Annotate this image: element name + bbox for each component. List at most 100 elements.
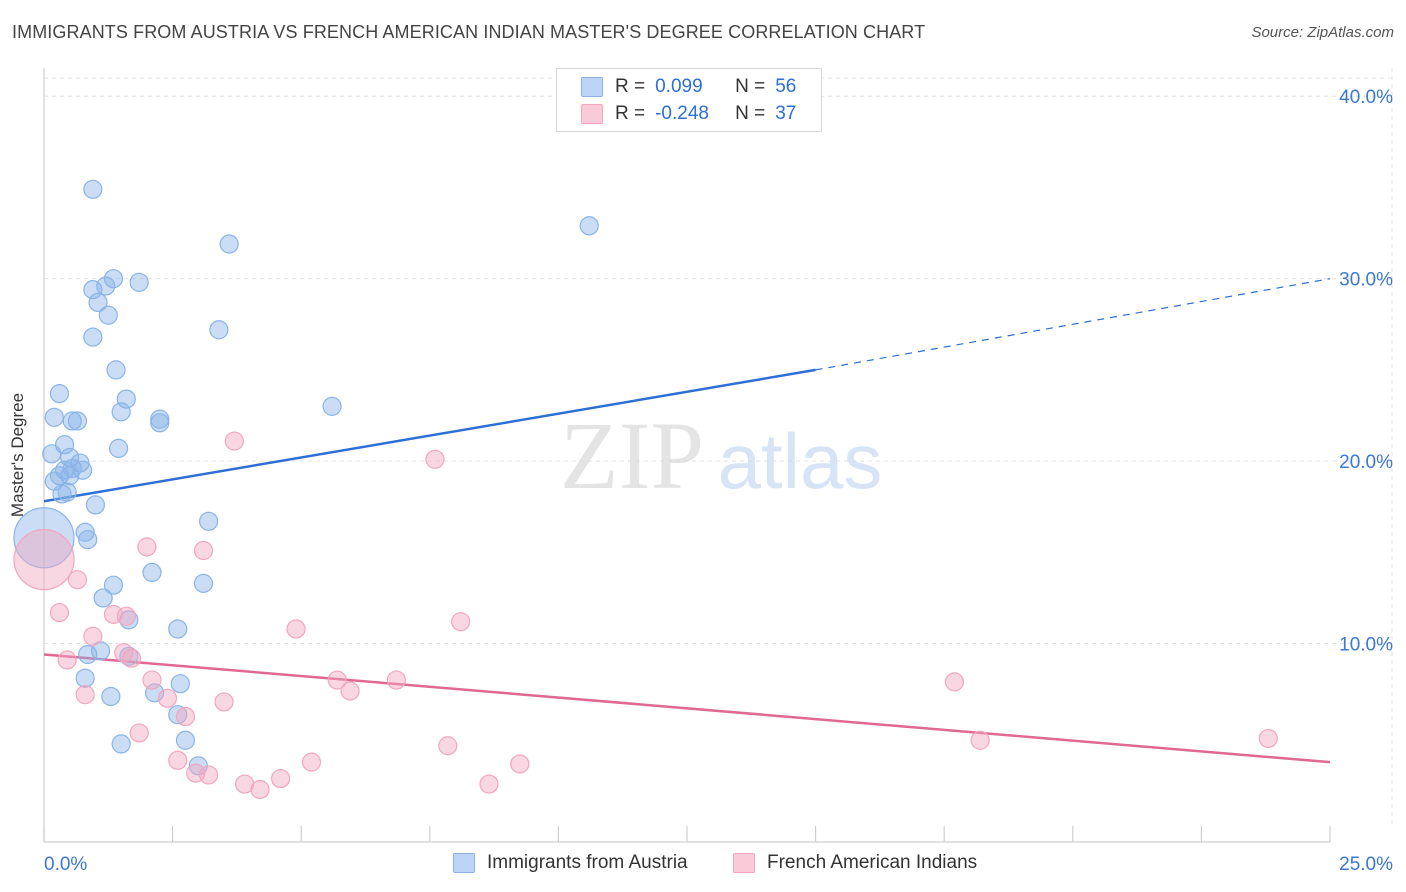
legend-r-value: -0.248 bbox=[655, 103, 709, 124]
point-austria bbox=[44, 407, 64, 427]
legend-swatch-french-american-indian bbox=[581, 104, 603, 124]
legend-row-austria: R = 0.099 N = 56 bbox=[581, 75, 796, 99]
point-french-american-indian bbox=[157, 688, 178, 708]
bottom-legend-swatch-austria bbox=[453, 853, 475, 873]
point-austria bbox=[193, 573, 214, 593]
point-french-american-indian bbox=[250, 779, 270, 800]
point-french-american-indian bbox=[224, 431, 244, 451]
watermark-atlas: atlas bbox=[718, 417, 883, 505]
point-french-american-indian bbox=[142, 670, 162, 690]
point-austria bbox=[13, 507, 75, 569]
point-french-american-indian bbox=[175, 706, 196, 727]
point-french-american-indian bbox=[386, 670, 406, 690]
point-austria bbox=[78, 644, 98, 665]
point-austria bbox=[142, 562, 162, 583]
point-austria bbox=[209, 320, 229, 340]
point-french-american-indian bbox=[214, 692, 234, 712]
watermark: ZIP atlas bbox=[560, 402, 882, 509]
legend-r-label: R = bbox=[615, 103, 646, 124]
legend-n-value: 56 bbox=[775, 76, 797, 97]
bottom-legend-austria: Immigrants from Austria bbox=[453, 852, 688, 874]
point-french-american-indian bbox=[121, 648, 142, 668]
point-french-american-indian bbox=[1258, 728, 1278, 749]
point-austria bbox=[83, 327, 103, 347]
x-tick-label-min: 0.0% bbox=[44, 854, 87, 875]
point-french-american-indian bbox=[944, 672, 965, 692]
chart-source: Source: ZipAtlas.com bbox=[1251, 24, 1394, 41]
point-french-american-indian bbox=[57, 650, 77, 670]
point-austria bbox=[62, 411, 82, 431]
point-french-american-indian bbox=[451, 612, 471, 632]
point-french-american-indian bbox=[340, 681, 360, 701]
point-austria bbox=[108, 438, 129, 458]
bottom-legend-label-french-american-indian: French American Indians bbox=[767, 852, 978, 873]
point-french-american-indian bbox=[67, 570, 88, 590]
data-points bbox=[13, 179, 1278, 800]
point-austria bbox=[116, 389, 136, 409]
y-tick-label: 30.0% bbox=[1339, 270, 1393, 291]
legend-row-french-american-indian: R = -0.248 N = 37 bbox=[581, 102, 796, 126]
legend-r-value: 0.099 bbox=[655, 76, 703, 97]
watermark-zip: ZIP bbox=[560, 402, 704, 509]
point-french-american-indian bbox=[271, 768, 291, 789]
point-french-american-indian bbox=[510, 754, 530, 774]
point-austria bbox=[67, 411, 88, 431]
point-french-american-indian bbox=[193, 540, 214, 561]
legend-n-label: N = bbox=[735, 103, 766, 124]
point-french-american-indian bbox=[103, 604, 124, 624]
legend-n-label: N = bbox=[735, 76, 766, 97]
point-austria bbox=[168, 619, 188, 639]
point-french-american-indian bbox=[13, 529, 75, 591]
trend-lines bbox=[43, 278, 1331, 764]
point-austria bbox=[106, 360, 126, 380]
point-austria bbox=[98, 305, 118, 325]
point-french-american-indian bbox=[75, 685, 95, 705]
point-austria bbox=[579, 216, 599, 236]
point-austria bbox=[93, 588, 113, 608]
axes bbox=[43, 68, 1331, 843]
point-austria bbox=[103, 269, 124, 289]
point-austria bbox=[83, 179, 103, 199]
trend-line-french-american-indian bbox=[43, 653, 1331, 764]
legend-n-value: 37 bbox=[775, 103, 797, 124]
point-austria bbox=[101, 686, 121, 707]
bottom-legend-french-american-indian: French American Indians bbox=[733, 852, 977, 874]
correlation-legend: R = 0.099 N = 56 R = -0.248 N = 37 bbox=[556, 68, 822, 132]
trend-line-austria bbox=[43, 368, 816, 503]
point-french-american-indian bbox=[479, 774, 499, 794]
point-austria bbox=[322, 396, 342, 416]
point-french-american-indian bbox=[438, 736, 458, 756]
point-french-american-indian bbox=[168, 750, 188, 770]
y-tick-label: 10.0% bbox=[1339, 635, 1393, 656]
point-french-american-indian bbox=[301, 752, 322, 772]
point-french-american-indian bbox=[327, 670, 347, 690]
tick-labels: 10.0% 20.0% 30.0% 40.0% 0.0% 25.0% bbox=[44, 87, 1393, 875]
bottom-legend-swatch-french-american-indian bbox=[733, 853, 755, 873]
point-austria bbox=[49, 384, 70, 404]
point-austria bbox=[42, 444, 62, 464]
point-french-american-indian bbox=[137, 537, 157, 557]
point-austria bbox=[88, 292, 108, 312]
point-french-american-indian bbox=[286, 619, 306, 639]
point-austria bbox=[85, 495, 106, 515]
trend-line-austria-extension bbox=[815, 278, 1331, 371]
point-austria bbox=[96, 276, 116, 296]
point-french-american-indian bbox=[970, 730, 990, 750]
point-austria bbox=[78, 529, 98, 550]
point-french-american-indian bbox=[49, 602, 70, 623]
point-austria bbox=[103, 575, 124, 595]
point-austria bbox=[199, 511, 219, 531]
point-french-american-indian bbox=[83, 626, 103, 646]
y-tick-label: 20.0% bbox=[1339, 452, 1393, 473]
point-austria bbox=[175, 730, 196, 750]
point-austria bbox=[57, 482, 77, 502]
point-french-american-indian bbox=[199, 765, 219, 785]
point-austria bbox=[111, 734, 131, 754]
bottom-legend-label-austria: Immigrants from Austria bbox=[487, 852, 688, 873]
chart-title: IMMIGRANTS FROM AUSTRIA VS FRENCH AMERIC… bbox=[12, 22, 926, 42]
gridlines bbox=[44, 68, 1393, 826]
point-austria bbox=[75, 668, 95, 688]
point-austria bbox=[129, 272, 149, 292]
point-austria bbox=[170, 674, 190, 694]
